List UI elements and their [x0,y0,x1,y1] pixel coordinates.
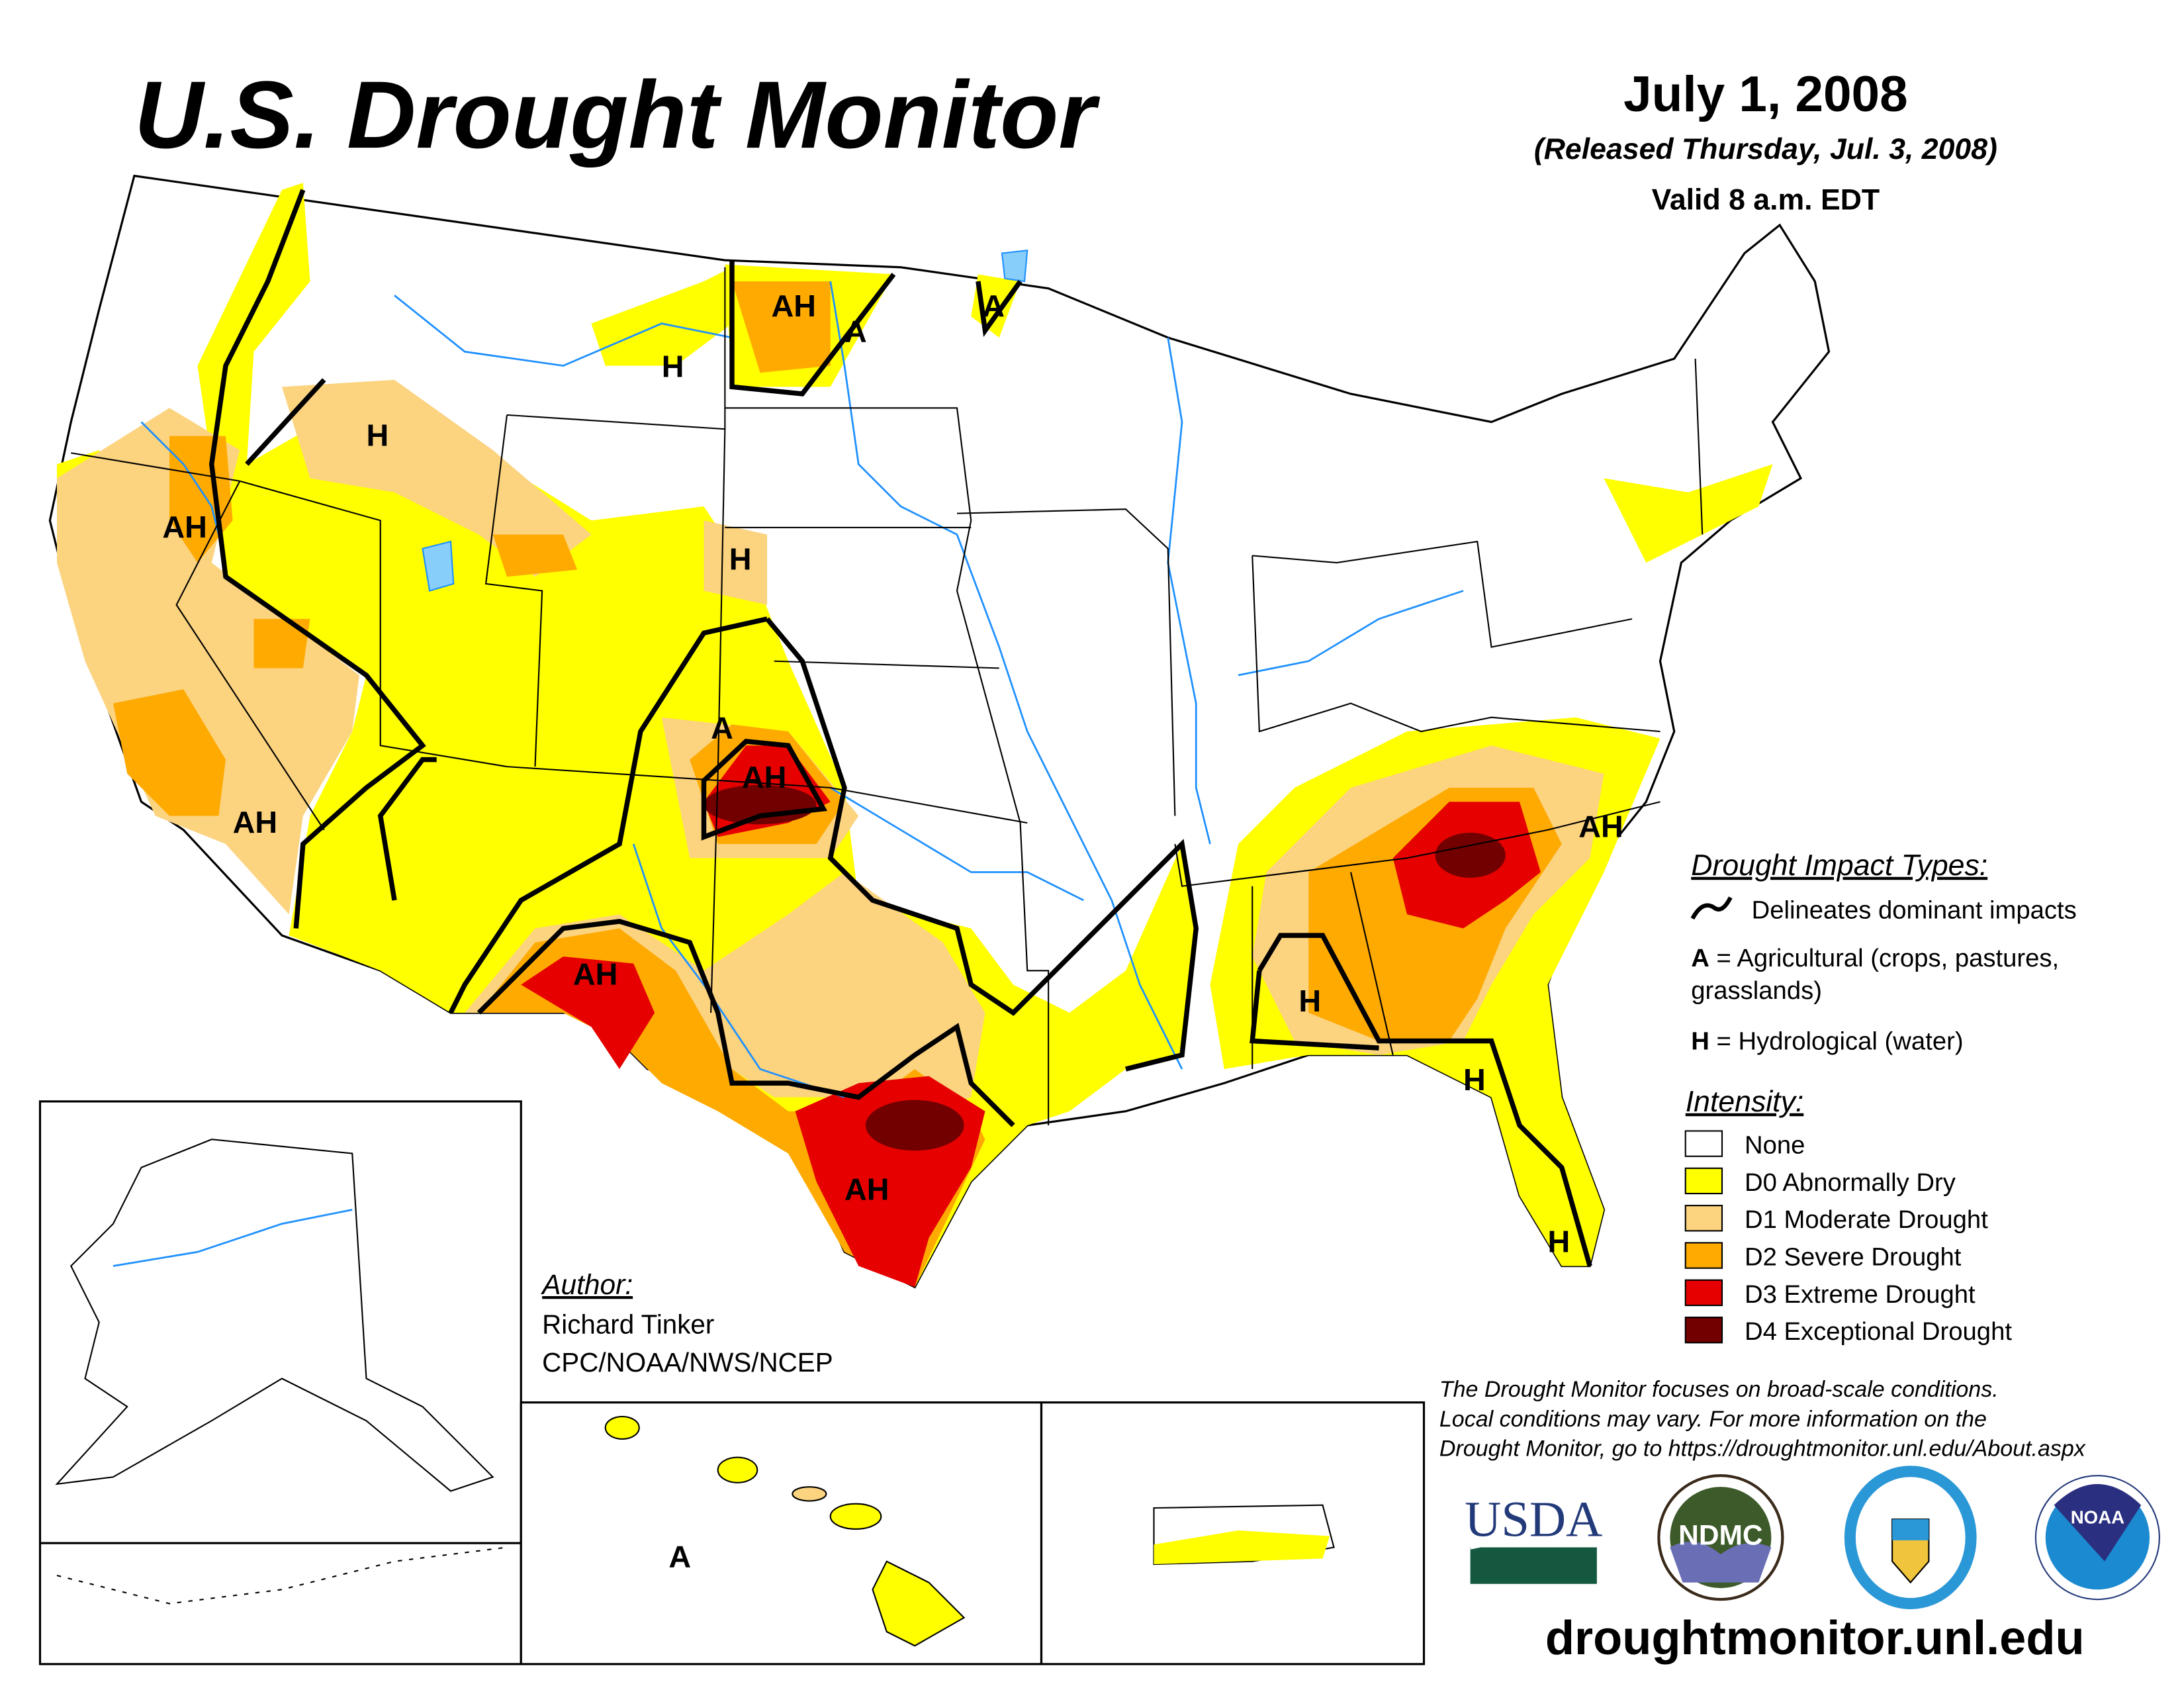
map-label: AH [233,805,278,839]
map-label: H [1548,1224,1570,1258]
intensity-swatch [1684,1205,1723,1232]
intensity-label: D4 Exceptional Drought [1745,1317,2012,1346]
map-label: A [982,289,1005,323]
footnote-line: Drought Monitor, go to https://droughtmo… [1439,1436,2086,1461]
impact-h-desc: = Hydrological (water) [1717,1027,1964,1055]
footnote-line: Local conditions may vary. For more info… [1439,1407,1987,1432]
impact-line-desc: Delineates dominant impacts [1752,896,2077,925]
map-label: AH [1578,809,1623,843]
puerto-rico-inset [1040,1401,1426,1665]
map-label: AH [573,957,618,992]
rivers [140,281,1464,1098]
impact-types-heading: Drought Impact Types: [1691,849,1987,882]
map-label: H [729,542,752,577]
website-link[interactable]: droughtmonitor.unl.edu [1545,1612,2085,1665]
map-label: H [1298,984,1321,1018]
map-label: AH [844,1172,889,1207]
intensity-label: D0 Abnormally Dry [1745,1168,1956,1197]
author-name: Richard Tinker [542,1309,714,1340]
map-label: AH [772,289,817,323]
author-org: CPC/NOAA/NWS/NCEP [542,1347,833,1378]
intensity-legend: Intensity: None D0 Abnormally Dry D1 Moder… [1684,1086,2012,1346]
map-impact-labels: AH H AH H AH A A H A AH AH AH AH H H H [162,289,1623,1258]
intensity-label: D2 Severe Drought [1745,1243,1962,1271]
map-label: H [662,350,684,384]
page-title: U.S. Drought Monitor [134,61,1101,168]
hawaii-label: A [668,1539,691,1573]
impact-a-key: A [1691,944,1709,972]
intensity-label: D1 Moderate Drought [1745,1205,1988,1234]
intensity-label: None [1745,1131,1805,1160]
svg-text:NOAA: NOAA [2071,1507,2124,1527]
intensity-heading: Intensity: [1686,1086,1804,1118]
noaa-logo: NOAA [2034,1475,2160,1601]
map-label: A [711,711,733,745]
impact-h-key: H [1691,1027,1709,1055]
footnote: The Drought Monitor focuses on broad-sca… [1439,1377,2086,1461]
map-label: H [367,418,389,453]
svg-text:NDMC: NDMC [1678,1520,1762,1551]
intensity-swatch [1684,1279,1723,1307]
map-date: July 1, 2008 [1623,66,1908,122]
conus-map: AH H AH H AH A A H A AH AH AH AH H H H [48,174,1831,1289]
impact-boundaries [208,189,1592,1267]
valid-time: Valid 8 a.m. EDT [1652,184,1880,216]
ndmc-logo: NDMC [1657,1474,1784,1601]
map-label: H [1463,1062,1486,1097]
intensity-swatch [1684,1167,1723,1195]
lakes [422,250,1028,592]
hawaii-inset: A [520,1401,1043,1665]
doc-seal-logo [1844,1466,1977,1609]
impact-a-desc-2: grasslands) [1691,976,1822,1005]
intensity-swatch [1684,1130,1723,1157]
usda-logo: USDA [1465,1491,1602,1584]
release-date: (Released Thursday, Jul. 3, 2008) [1534,133,1997,165]
impact-types-legend: Drought Impact Types: Delineates dominan… [1690,849,2077,1055]
intensity-swatch [1684,1317,1723,1344]
intensity-label: D3 Extreme Drought [1745,1280,1976,1309]
map-label: A [844,314,867,348]
author-block: Author: Richard Tinker CPC/NOAA/NWS/NCEP [540,1270,833,1378]
map-label: AH [162,510,207,544]
intensity-swatch [1684,1242,1723,1269]
impact-a-desc: = Agricultural (crops, pastures, [1717,944,2060,972]
footnote-line: The Drought Monitor focuses on broad-sca… [1439,1377,1999,1402]
map-label: AH [742,760,787,794]
author-heading: Author: [540,1270,633,1301]
impact-line-icon [1690,896,1733,920]
alaska-inset [38,1100,522,1665]
